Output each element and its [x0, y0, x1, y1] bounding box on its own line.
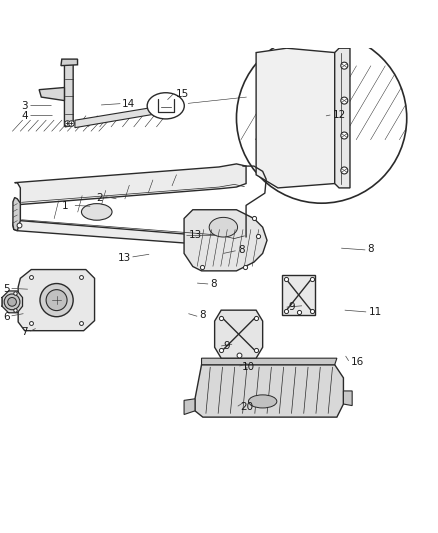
- Text: 9: 9: [289, 302, 296, 312]
- Polygon shape: [283, 275, 315, 314]
- Circle shape: [341, 62, 348, 69]
- Text: 14: 14: [122, 99, 135, 109]
- Circle shape: [341, 97, 348, 104]
- Text: 16: 16: [351, 357, 364, 367]
- Circle shape: [46, 289, 67, 311]
- Polygon shape: [39, 87, 64, 101]
- Text: 20: 20: [240, 402, 253, 412]
- Circle shape: [341, 167, 348, 174]
- Polygon shape: [256, 48, 335, 188]
- Text: 8: 8: [239, 245, 245, 255]
- Polygon shape: [13, 198, 20, 231]
- Ellipse shape: [147, 93, 184, 119]
- Circle shape: [40, 284, 73, 317]
- Text: 7: 7: [21, 327, 28, 337]
- Ellipse shape: [248, 395, 277, 408]
- Text: 13: 13: [117, 253, 131, 263]
- Text: 11: 11: [368, 308, 381, 317]
- Polygon shape: [343, 391, 352, 406]
- Text: 8: 8: [210, 279, 217, 289]
- Text: 8: 8: [367, 244, 374, 254]
- Polygon shape: [201, 358, 337, 365]
- Text: 9: 9: [223, 341, 230, 351]
- Text: 4: 4: [21, 111, 28, 121]
- Polygon shape: [0, 297, 2, 306]
- Circle shape: [8, 297, 16, 306]
- Text: 10: 10: [242, 362, 255, 372]
- Polygon shape: [13, 164, 246, 249]
- Circle shape: [4, 294, 20, 310]
- Polygon shape: [2, 291, 22, 313]
- Ellipse shape: [209, 217, 237, 237]
- Polygon shape: [18, 270, 95, 330]
- Text: 8: 8: [199, 310, 206, 320]
- Polygon shape: [75, 106, 162, 128]
- Text: 3: 3: [21, 101, 28, 111]
- Text: 1: 1: [62, 201, 68, 211]
- Text: 2: 2: [97, 192, 103, 203]
- Circle shape: [341, 132, 348, 139]
- Text: 12: 12: [332, 110, 346, 119]
- Text: 13: 13: [188, 230, 201, 240]
- Polygon shape: [184, 210, 267, 271]
- Polygon shape: [61, 59, 78, 66]
- Polygon shape: [64, 62, 73, 127]
- Polygon shape: [215, 310, 263, 358]
- Polygon shape: [335, 48, 350, 188]
- Circle shape: [237, 33, 407, 203]
- Text: 15: 15: [175, 88, 189, 99]
- Ellipse shape: [81, 204, 112, 220]
- Polygon shape: [195, 365, 343, 417]
- Text: 6: 6: [3, 312, 10, 322]
- Polygon shape: [184, 399, 195, 415]
- Text: 5: 5: [3, 284, 10, 294]
